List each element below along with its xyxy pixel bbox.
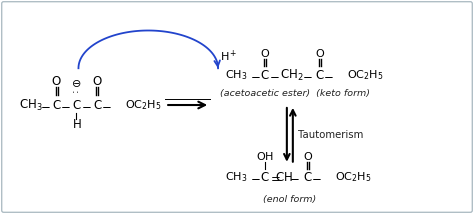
Text: $-$: $-$ (60, 98, 71, 111)
Text: $\mathsf{O}$: $\mathsf{O}$ (51, 75, 62, 88)
Text: $-$: $-$ (101, 98, 112, 111)
Text: $-$: $-$ (250, 69, 260, 82)
Text: $-$: $-$ (81, 98, 92, 111)
FancyBboxPatch shape (2, 2, 472, 212)
Text: $\mathsf{OC_2H_5}$: $\mathsf{OC_2H_5}$ (346, 68, 383, 82)
Text: $\mathsf{CH}$: $\mathsf{CH}$ (275, 171, 293, 184)
Text: (acetoacetic ester)  (keto form): (acetoacetic ester) (keto form) (220, 89, 370, 98)
Text: $\mathsf{C}$: $\mathsf{C}$ (92, 98, 102, 111)
Text: $-$: $-$ (302, 69, 313, 82)
Text: $\mathsf{C}$: $\mathsf{C}$ (72, 98, 81, 111)
Text: $\ominus$: $\ominus$ (71, 78, 82, 89)
Text: $\mathsf{OC_2H_5}$: $\mathsf{OC_2H_5}$ (335, 171, 371, 184)
Text: $-$: $-$ (323, 69, 334, 82)
Text: $\mathsf{O}$: $\mathsf{O}$ (260, 47, 270, 59)
Text: $\mathsf{C}$: $\mathsf{C}$ (260, 171, 270, 184)
Text: $\mathsf{CH_3}$: $\mathsf{CH_3}$ (225, 68, 247, 82)
Text: $-$: $-$ (269, 69, 279, 82)
Text: $\mathsf{CH_2}$: $\mathsf{CH_2}$ (280, 68, 304, 83)
Text: $\mathsf{H^+}$: $\mathsf{H^+}$ (220, 49, 237, 64)
Text: $\mathsf{H}$: $\mathsf{H}$ (72, 118, 81, 131)
Text: $\mathsf{C}$: $\mathsf{C}$ (52, 98, 61, 111)
Text: $\mathsf{OC_2H_5}$: $\mathsf{OC_2H_5}$ (125, 98, 162, 112)
Text: $-$: $-$ (40, 98, 51, 111)
Text: $\mathsf{C}$: $\mathsf{C}$ (315, 69, 325, 82)
Text: $-$: $-$ (250, 171, 260, 184)
Text: $-$: $-$ (311, 171, 322, 184)
Text: $\mathsf{C}$: $\mathsf{C}$ (260, 69, 270, 82)
Text: Tautomerism: Tautomerism (298, 130, 363, 140)
Text: $\mathsf{O}$: $\mathsf{O}$ (92, 75, 103, 88)
Text: $\mathsf{OH}$: $\mathsf{OH}$ (256, 150, 274, 162)
Text: $\mathsf{O}$: $\mathsf{O}$ (315, 47, 325, 59)
Text: $\mathsf{O}$: $\mathsf{O}$ (303, 150, 313, 162)
Text: $\mathsf{CH_3}$: $\mathsf{CH_3}$ (225, 171, 247, 184)
Text: $\mathsf{CH_3}$: $\mathsf{CH_3}$ (18, 97, 42, 113)
Text: (enol form): (enol form) (263, 195, 317, 204)
Text: $\mathsf{:}$: $\mathsf{:}$ (72, 90, 82, 96)
Text: $-$: $-$ (289, 171, 299, 184)
Text: $\mathsf{C}$: $\mathsf{C}$ (303, 171, 312, 184)
Text: $=$: $=$ (268, 171, 282, 184)
